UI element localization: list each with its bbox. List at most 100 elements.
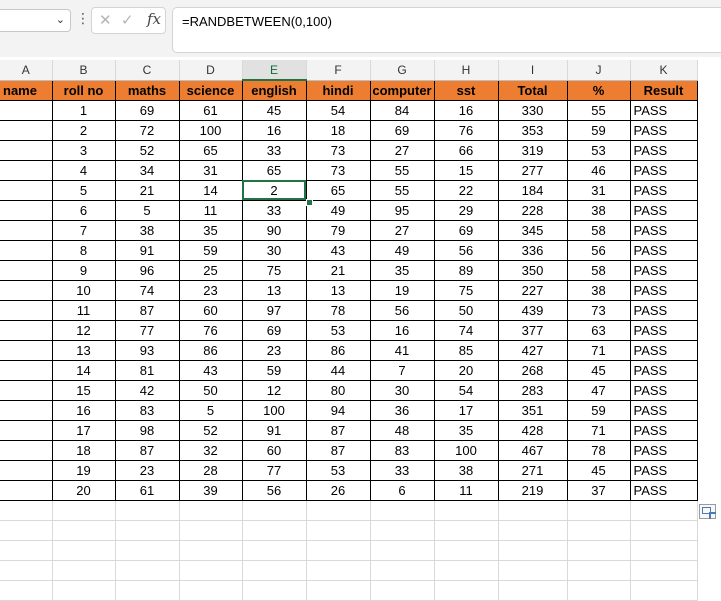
cell[interactable]: PASS	[629, 199, 698, 221]
cell[interactable]: 96	[114, 259, 180, 281]
cell[interactable]: PASS	[629, 459, 698, 481]
cell[interactable]: 49	[369, 239, 435, 261]
cell[interactable]: 75	[241, 259, 307, 281]
cell[interactable]: 11	[433, 479, 499, 501]
cell[interactable]: 14	[51, 359, 116, 381]
cell[interactable]: 7	[51, 219, 116, 241]
cell[interactable]: 29	[433, 199, 499, 221]
cell[interactable]: 97	[241, 299, 307, 321]
cell[interactable]: 83	[114, 399, 180, 421]
empty-cell[interactable]	[434, 520, 499, 541]
cell[interactable]: 2	[51, 119, 116, 141]
cell[interactable]: 87	[114, 299, 180, 321]
cell[interactable]: 16	[241, 119, 307, 141]
empty-cell[interactable]	[242, 580, 307, 601]
cell[interactable]: 100	[178, 119, 243, 141]
cell[interactable]	[0, 219, 53, 241]
cell[interactable]: 66	[433, 139, 499, 161]
cell[interactable]: 71	[566, 419, 631, 441]
cell[interactable]: 3	[51, 139, 116, 161]
empty-cell[interactable]	[498, 540, 568, 561]
cell[interactable]: 6	[51, 199, 116, 221]
empty-cell[interactable]	[370, 580, 435, 601]
cell[interactable]	[0, 479, 53, 501]
cell[interactable]: PASS	[629, 119, 698, 141]
cell[interactable]	[0, 319, 53, 341]
empty-cell[interactable]	[0, 500, 53, 521]
cell[interactable]: 219	[497, 479, 568, 501]
cell[interactable]: 20	[433, 359, 499, 381]
cell[interactable]: 77	[241, 459, 307, 481]
cell[interactable]	[0, 419, 53, 441]
formula-input[interactable]: =RANDBETWEEN(0,100)	[172, 7, 721, 53]
empty-cell[interactable]	[434, 540, 499, 561]
empty-cell[interactable]	[52, 540, 116, 561]
cell[interactable]: 13	[241, 279, 307, 301]
cell[interactable]: 87	[305, 439, 371, 461]
cell[interactable]: 56	[566, 239, 631, 261]
cell[interactable]: 41	[369, 339, 435, 361]
empty-cell[interactable]	[630, 580, 698, 601]
cell[interactable]: 36	[369, 399, 435, 421]
cell[interactable]: 6	[369, 479, 435, 501]
cell[interactable]: 76	[433, 119, 499, 141]
cell[interactable]	[0, 259, 53, 281]
cell[interactable]: PASS	[629, 319, 698, 341]
cell[interactable]: 17	[433, 399, 499, 421]
cell[interactable]: 11	[178, 199, 243, 221]
empty-cell[interactable]	[52, 580, 116, 601]
cell[interactable]: 33	[241, 199, 307, 221]
header-cell[interactable]: sst	[433, 79, 499, 101]
cell[interactable]: 28	[178, 459, 243, 481]
empty-cell[interactable]	[242, 500, 307, 521]
cell[interactable]: 73	[305, 159, 371, 181]
cell[interactable]: 20	[51, 479, 116, 501]
cell[interactable]: 184	[497, 179, 568, 201]
cell[interactable]: 69	[114, 99, 180, 121]
empty-cell[interactable]	[567, 580, 631, 601]
cell[interactable]	[0, 139, 53, 161]
empty-cell[interactable]	[498, 580, 568, 601]
cell[interactable]: 91	[241, 419, 307, 441]
cell[interactable]: 18	[305, 119, 371, 141]
cell[interactable]: 63	[566, 319, 631, 341]
cell[interactable]: 56	[241, 479, 307, 501]
empty-cell[interactable]	[567, 520, 631, 541]
cell[interactable]: 71	[566, 339, 631, 361]
cell[interactable]: 50	[178, 379, 243, 401]
cell[interactable]: PASS	[629, 259, 698, 281]
cell[interactable]: 27	[369, 139, 435, 161]
column-header-c[interactable]: C	[115, 60, 180, 81]
empty-cell[interactable]	[306, 580, 371, 601]
cell[interactable]: 45	[566, 459, 631, 481]
cell[interactable]: 54	[433, 379, 499, 401]
cell[interactable]: 55	[369, 159, 435, 181]
cell[interactable]: 227	[497, 279, 568, 301]
cell[interactable]: 7	[369, 359, 435, 381]
cell[interactable]: 78	[566, 439, 631, 461]
cell[interactable]: 351	[497, 399, 568, 421]
cell[interactable]: 53	[566, 139, 631, 161]
cell[interactable]: 45	[241, 99, 307, 121]
cell[interactable]: 91	[114, 239, 180, 261]
cell[interactable]: PASS	[629, 159, 698, 181]
cell[interactable]: 12	[51, 319, 116, 341]
cell[interactable]: PASS	[629, 299, 698, 321]
empty-cell[interactable]	[179, 500, 243, 521]
cell[interactable]: 5	[51, 179, 116, 201]
cell[interactable]: 13	[51, 339, 116, 361]
empty-cell[interactable]	[0, 540, 53, 561]
cell[interactable]: 23	[241, 339, 307, 361]
cell[interactable]: 16	[51, 399, 116, 421]
empty-cell[interactable]	[498, 500, 568, 521]
cell[interactable]: 37	[566, 479, 631, 501]
cell[interactable]: 439	[497, 299, 568, 321]
cell[interactable]: 428	[497, 419, 568, 441]
cell[interactable]: 1	[51, 99, 116, 121]
empty-cell[interactable]	[306, 560, 371, 581]
header-cell[interactable]: computer	[369, 79, 435, 101]
selected-cell[interactable]: 2	[241, 179, 307, 201]
cell[interactable]: 35	[433, 419, 499, 441]
cell[interactable]: 94	[305, 399, 371, 421]
cell[interactable]: PASS	[629, 139, 698, 161]
